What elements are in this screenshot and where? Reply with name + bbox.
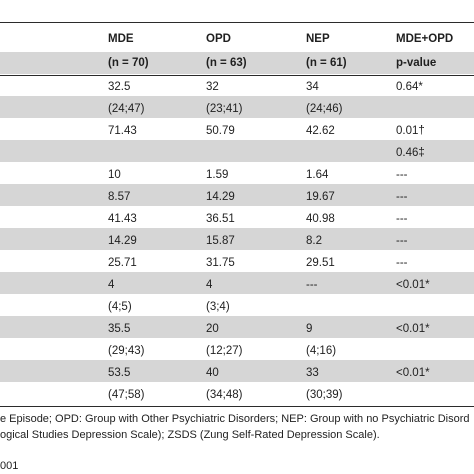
table-cell: (24;47)	[108, 103, 145, 115]
table-cell: 15.87	[206, 235, 235, 247]
table-cell: 0.64*	[396, 81, 423, 93]
table-cell: 40	[206, 367, 219, 379]
table-cell: 35.5	[108, 323, 131, 335]
table-cell: 8.57	[108, 191, 131, 203]
row-band	[0, 316, 474, 338]
header-mde: MDE	[108, 33, 134, 45]
table-cell: 1.59	[206, 169, 229, 181]
table-cell: 14.29	[108, 235, 137, 247]
doi-fragment: 001	[0, 460, 19, 472]
table-cell: ---	[396, 213, 408, 225]
header-bottom-rule	[0, 75, 474, 76]
table-cell: 32.5	[108, 81, 131, 93]
table-cell: ---	[396, 169, 408, 181]
row-band	[0, 272, 474, 294]
table-cell: (29;43)	[108, 345, 145, 357]
table-cell: 41.43	[108, 213, 137, 225]
table-cell: 9	[306, 323, 313, 335]
header-nep: NEP	[306, 33, 330, 45]
table-cell: 0.46‡	[396, 147, 425, 159]
table-cell: (23;41)	[206, 103, 243, 115]
table-cell: 0.01†	[396, 125, 425, 137]
table-cell: 8.2	[306, 235, 322, 247]
footnote-line: ogical Studies Depression Scale); ZSDS (…	[0, 429, 380, 441]
row-band	[0, 228, 474, 250]
header-p-value: p-value	[396, 57, 437, 69]
header-opd: OPD	[206, 33, 231, 45]
table-cell: 42.62	[306, 125, 335, 137]
table-cell: (30;39)	[306, 389, 343, 401]
table-cell: 4	[108, 279, 115, 291]
table-cell: ---	[396, 235, 408, 247]
table-cell: 20	[206, 323, 219, 335]
table-cell: 40.98	[306, 213, 335, 225]
table-cell: ---	[396, 257, 408, 269]
row-band	[0, 96, 474, 118]
table-cell: (4;16)	[306, 345, 337, 357]
table-cell: 33	[306, 367, 319, 379]
table-top-rule	[0, 22, 474, 23]
header-n-opd: (n = 63)	[206, 57, 247, 69]
table-cell: <0.01*	[396, 323, 430, 335]
header-band	[0, 52, 474, 74]
table-cell: 14.29	[206, 191, 235, 203]
table-cell: 29.51	[306, 257, 335, 269]
table-cell: (4;5)	[108, 301, 132, 313]
footnote-line: e Episode; OPD: Group with Other Psychia…	[0, 413, 470, 425]
table-cell: 4	[206, 279, 213, 291]
table-cell: 31.75	[206, 257, 235, 269]
table-cell: 34	[306, 81, 319, 93]
row-band	[0, 184, 474, 206]
table-cell: 1.64	[306, 169, 329, 181]
table-bottom-rule	[0, 406, 474, 407]
table-cell: <0.01*	[396, 279, 430, 291]
header-mde-opd: MDE+OPD	[396, 33, 454, 45]
table-cell: 53.5	[108, 367, 131, 379]
table-cell: 50.79	[206, 125, 235, 137]
row-band	[0, 140, 474, 162]
table-cell: (12;27)	[206, 345, 243, 357]
table-cell: 25.71	[108, 257, 137, 269]
row-band	[0, 360, 474, 382]
table-cell: (3;4)	[206, 301, 230, 313]
table-cell: 32	[206, 81, 219, 93]
table-cell: 71.43	[108, 125, 137, 137]
table-cell: 19.67	[306, 191, 335, 203]
table-cell: <0.01*	[396, 367, 430, 379]
table-cell: 36.51	[206, 213, 235, 225]
table-cell: (47;58)	[108, 389, 145, 401]
header-n-mde: (n = 70)	[108, 57, 149, 69]
table-cell: (24;46)	[306, 103, 343, 115]
header-n-nep: (n = 61)	[306, 57, 347, 69]
table-cell: 10	[108, 169, 121, 181]
table-cell: ---	[306, 279, 318, 291]
table-cell: ---	[396, 191, 408, 203]
table-cell: (34;48)	[206, 389, 243, 401]
